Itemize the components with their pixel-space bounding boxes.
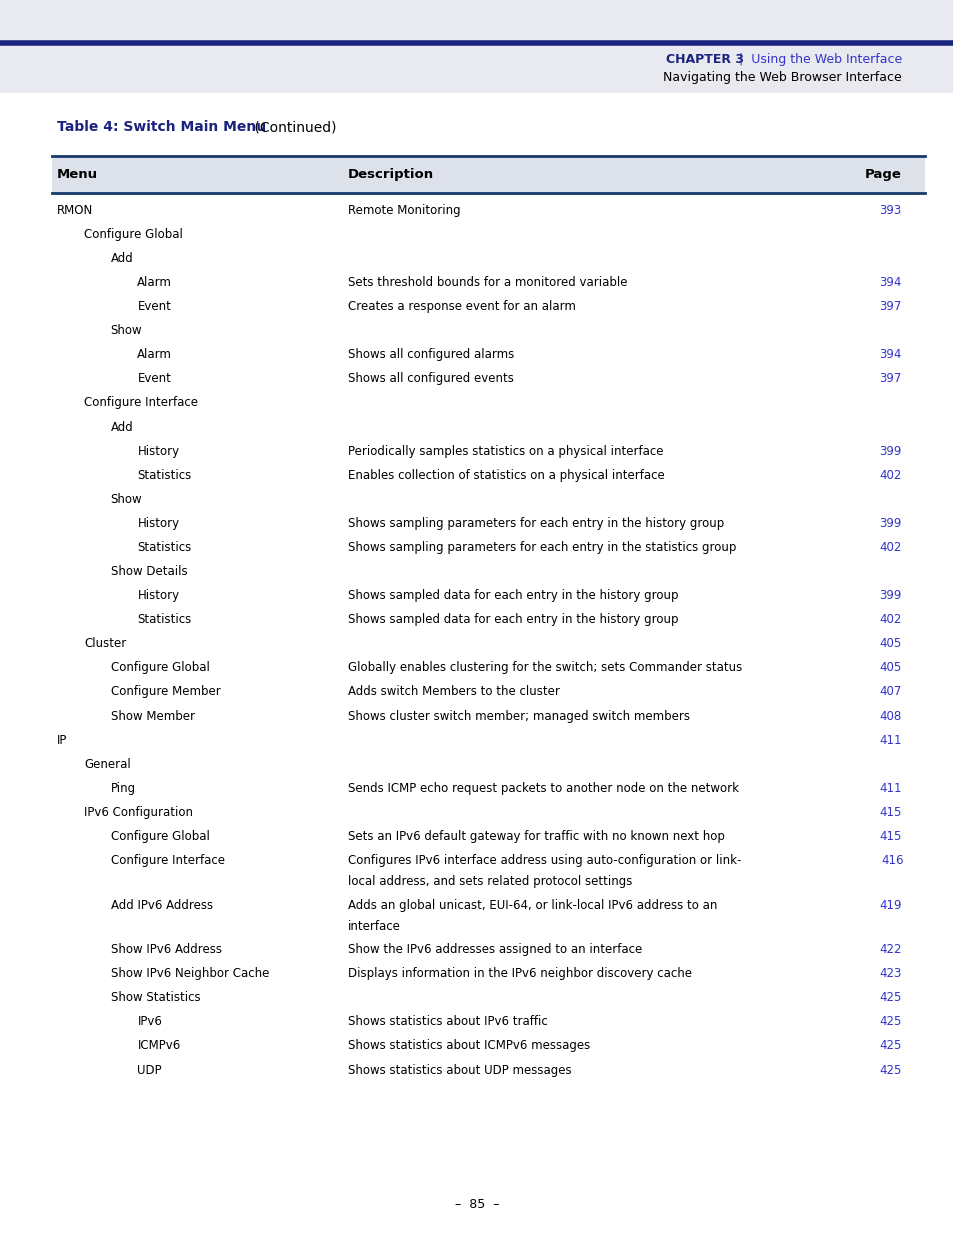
Text: Adds switch Members to the cluster: Adds switch Members to the cluster: [348, 685, 559, 699]
Bar: [52, 156, 924, 193]
Bar: [0, 0, 953, 93]
Text: IPv6 Configuration: IPv6 Configuration: [84, 805, 193, 819]
Text: Show IPv6 Neighbor Cache: Show IPv6 Neighbor Cache: [111, 967, 269, 981]
Text: 394: 394: [879, 348, 901, 362]
Text: Shows sampled data for each entry in the history group: Shows sampled data for each entry in the…: [348, 613, 678, 626]
Text: Statistics: Statistics: [137, 468, 192, 482]
Text: 423: 423: [879, 967, 901, 981]
Text: Add: Add: [111, 252, 133, 266]
Text: Sets an IPv6 default gateway for traffic with no known next hop: Sets an IPv6 default gateway for traffic…: [348, 830, 724, 844]
Text: Configure Global: Configure Global: [111, 830, 210, 844]
Text: 397: 397: [879, 300, 901, 314]
Text: Shows statistics about UDP messages: Shows statistics about UDP messages: [348, 1063, 571, 1077]
Text: 399: 399: [879, 445, 901, 458]
Text: 407: 407: [879, 685, 901, 699]
Text: Configure Member: Configure Member: [111, 685, 220, 699]
Text: Event: Event: [137, 300, 172, 314]
Text: Show: Show: [111, 324, 142, 337]
Text: Alarm: Alarm: [137, 275, 172, 289]
Text: 425: 425: [879, 1063, 901, 1077]
Text: General: General: [84, 757, 131, 771]
Text: History: History: [137, 589, 179, 603]
Text: Ping: Ping: [111, 782, 135, 795]
Text: 416: 416: [880, 853, 902, 867]
Text: ICMPv6: ICMPv6: [137, 1040, 180, 1052]
Text: |  Using the Web Interface: | Using the Web Interface: [739, 53, 902, 65]
Text: Enables collection of statistics on a physical interface: Enables collection of statistics on a ph…: [348, 468, 664, 482]
Text: 415: 415: [879, 830, 901, 844]
Text: Show Details: Show Details: [111, 564, 187, 578]
Text: IP: IP: [57, 734, 68, 747]
Text: Shows all configured events: Shows all configured events: [348, 372, 514, 385]
Text: interface: interface: [348, 920, 400, 932]
Text: Event: Event: [137, 372, 172, 385]
Text: 419: 419: [878, 899, 901, 911]
Text: Shows sampling parameters for each entry in the history group: Shows sampling parameters for each entry…: [348, 516, 723, 530]
Text: Displays information in the IPv6 neighbor discovery cache: Displays information in the IPv6 neighbo…: [348, 967, 692, 981]
Text: 405: 405: [879, 661, 901, 674]
Text: IPv6: IPv6: [137, 1015, 162, 1029]
Text: Configures IPv6 interface address using auto-configuration or link-: Configures IPv6 interface address using …: [348, 853, 740, 867]
Text: 399: 399: [879, 516, 901, 530]
Text: Table 4: Switch Main Menu: Table 4: Switch Main Menu: [57, 120, 266, 135]
Text: Show IPv6 Address: Show IPv6 Address: [111, 944, 221, 956]
Text: Globally enables clustering for the switch; sets Commander status: Globally enables clustering for the swit…: [348, 661, 741, 674]
Text: 425: 425: [879, 992, 901, 1004]
Text: Shows sampling parameters for each entry in the statistics group: Shows sampling parameters for each entry…: [348, 541, 736, 555]
Text: (Continued): (Continued): [250, 120, 336, 135]
Text: 394: 394: [879, 275, 901, 289]
Text: Sets threshold bounds for a monitored variable: Sets threshold bounds for a monitored va…: [348, 275, 627, 289]
Text: Remote Monitoring: Remote Monitoring: [348, 204, 460, 217]
Text: 425: 425: [879, 1015, 901, 1029]
Text: Navigating the Web Browser Interface: Navigating the Web Browser Interface: [662, 72, 901, 84]
Text: Configure Global: Configure Global: [111, 661, 210, 674]
Text: Menu: Menu: [57, 168, 98, 180]
Text: 408: 408: [879, 709, 901, 722]
Text: 393: 393: [879, 204, 901, 217]
Text: 402: 402: [879, 468, 901, 482]
Text: CHAPTER 3: CHAPTER 3: [665, 53, 743, 65]
Text: Add: Add: [111, 420, 133, 433]
Text: 411: 411: [878, 782, 901, 795]
Text: Sends ICMP echo request packets to another node on the network: Sends ICMP echo request packets to anoth…: [348, 782, 739, 795]
Text: Adds an global unicast, EUI-64, or link-local IPv6 address to an: Adds an global unicast, EUI-64, or link-…: [348, 899, 717, 911]
Text: 411: 411: [878, 734, 901, 747]
Text: Shows all configured alarms: Shows all configured alarms: [348, 348, 514, 362]
Text: Show Member: Show Member: [111, 709, 194, 722]
Text: Description: Description: [348, 168, 434, 180]
Text: Statistics: Statistics: [137, 613, 192, 626]
Text: –  85  –: – 85 –: [455, 1198, 498, 1210]
Text: Shows sampled data for each entry in the history group: Shows sampled data for each entry in the…: [348, 589, 678, 603]
Text: Configure Interface: Configure Interface: [84, 396, 197, 410]
Text: Shows statistics about ICMPv6 messages: Shows statistics about ICMPv6 messages: [348, 1040, 590, 1052]
Text: local address, and sets related protocol settings: local address, and sets related protocol…: [348, 876, 632, 888]
Text: Show the IPv6 addresses assigned to an interface: Show the IPv6 addresses assigned to an i…: [348, 944, 641, 956]
Text: 402: 402: [879, 613, 901, 626]
Text: Periodically samples statistics on a physical interface: Periodically samples statistics on a phy…: [348, 445, 663, 458]
Text: Show: Show: [111, 493, 142, 506]
Text: Alarm: Alarm: [137, 348, 172, 362]
Text: 422: 422: [878, 944, 901, 956]
Text: Shows statistics about IPv6 traffic: Shows statistics about IPv6 traffic: [348, 1015, 547, 1029]
Text: Page: Page: [863, 168, 901, 180]
Text: History: History: [137, 445, 179, 458]
Text: RMON: RMON: [57, 204, 93, 217]
Text: Creates a response event for an alarm: Creates a response event for an alarm: [348, 300, 576, 314]
Text: 415: 415: [879, 805, 901, 819]
Text: UDP: UDP: [137, 1063, 162, 1077]
Text: 425: 425: [879, 1040, 901, 1052]
Text: 397: 397: [879, 372, 901, 385]
Text: Statistics: Statistics: [137, 541, 192, 555]
Text: Configure Global: Configure Global: [84, 227, 183, 241]
Text: 402: 402: [879, 541, 901, 555]
Text: Show Statistics: Show Statistics: [111, 992, 200, 1004]
Text: 399: 399: [879, 589, 901, 603]
Text: History: History: [137, 516, 179, 530]
Text: Cluster: Cluster: [84, 637, 126, 651]
Text: 405: 405: [879, 637, 901, 651]
Text: Configure Interface: Configure Interface: [111, 853, 224, 867]
Text: Add IPv6 Address: Add IPv6 Address: [111, 899, 213, 911]
Text: Shows cluster switch member; managed switch members: Shows cluster switch member; managed swi…: [348, 709, 689, 722]
